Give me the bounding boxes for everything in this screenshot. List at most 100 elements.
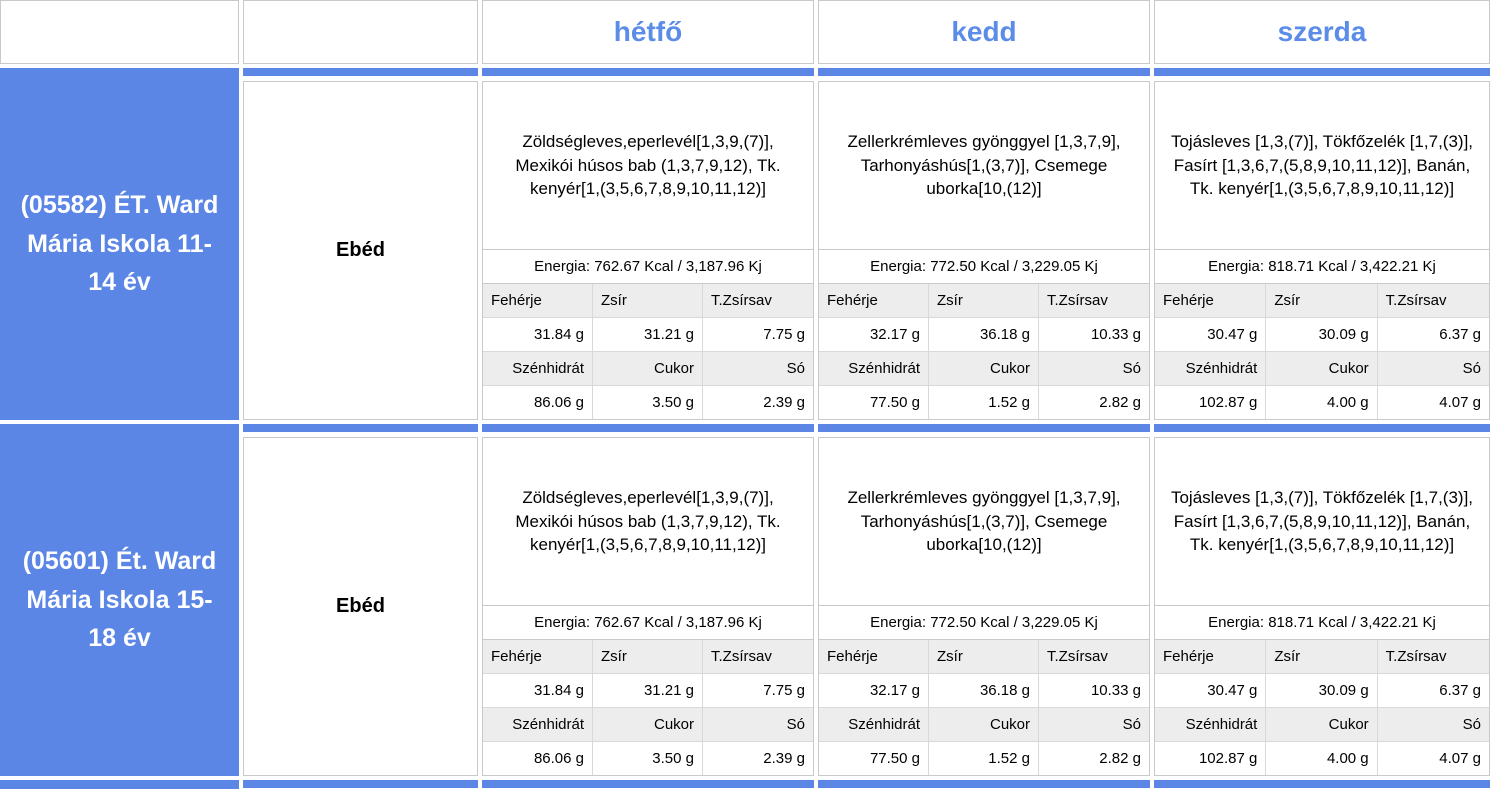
nutrition-value: 2.39 g xyxy=(703,742,813,775)
nutrition-header: T.Zsírsav xyxy=(1039,284,1149,318)
nutrition-header: T.Zsírsav xyxy=(703,640,813,674)
corner-cell-school xyxy=(0,0,239,64)
nutrition-value: 7.75 g xyxy=(703,318,813,352)
nutrition-header: Fehérje xyxy=(483,284,593,318)
nutrition-table: Fehérje Zsír T.Zsírsav 30.47 g 30.09 g 6… xyxy=(1155,640,1489,775)
nutrition-table: Fehérje Zsír T.Zsírsav 30.47 g 30.09 g 6… xyxy=(1155,284,1489,419)
energy-text: Energia: 818.71 Kcal / 3,422.21 Kj xyxy=(1155,605,1489,640)
nutrition-header: Cukor xyxy=(593,352,703,386)
nutrition-value: 31.21 g xyxy=(593,674,703,708)
nutrition-value: 102.87 g xyxy=(1155,386,1267,419)
nutrition-value: 6.37 g xyxy=(1377,674,1489,708)
school-name: (05601) Ét. Ward Mária Iskola 15-18 év xyxy=(0,424,239,776)
nutrition-header: T.Zsírsav xyxy=(703,284,813,318)
nutrition-header: Cukor xyxy=(929,708,1039,742)
day-cell-tuesday: Zellerkrémleves gyönggyel [1,3,7,9], Tar… xyxy=(818,424,1150,776)
accent-bar xyxy=(243,424,478,432)
nutrition-value: 30.47 g xyxy=(1155,318,1267,352)
accent-bar xyxy=(818,424,1150,432)
accent-bar xyxy=(1154,780,1490,788)
nutrition-value: 30.47 g xyxy=(1155,674,1267,708)
nutrition-value: 4.07 g xyxy=(1377,386,1489,419)
nutrition-header: Zsír xyxy=(593,284,703,318)
nutrition-value: 4.00 g xyxy=(1266,742,1378,775)
nutrition-value: 4.00 g xyxy=(1266,386,1378,419)
menu-text: Tojásleves [1,3,(7)], Tökfőzelék [1,7,(3… xyxy=(1170,132,1474,199)
nutrition-value: 77.50 g xyxy=(819,386,929,419)
accent-bar xyxy=(243,780,478,788)
nutrition-table: Fehérje Zsír T.Zsírsav 32.17 g 36.18 g 1… xyxy=(819,284,1149,419)
day-content: Zöldségleves,eperlevél[1,3,9,(7)], Mexik… xyxy=(482,81,814,420)
day-content: Zöldségleves,eperlevél[1,3,9,(7)], Mexik… xyxy=(482,437,814,776)
nutrition-header: Fehérje xyxy=(1155,640,1267,674)
day-content: Zellerkrémleves gyönggyel [1,3,7,9], Tar… xyxy=(818,437,1150,776)
school-row-partial xyxy=(0,780,1490,789)
nutrition-value: 2.82 g xyxy=(1039,742,1149,775)
day-content: Tojásleves [1,3,(7)], Tökfőzelék [1,7,(3… xyxy=(1154,81,1490,420)
school-name: (05582) ÉT. Ward Mária Iskola 11-14 év xyxy=(0,68,239,420)
menu-text: Zellerkrémleves gyönggyel [1,3,7,9], Tar… xyxy=(847,488,1121,555)
nutrition-header: Szénhidrát xyxy=(483,352,593,386)
meal-cell: Ebéd xyxy=(243,68,478,420)
day-header-tuesday: kedd xyxy=(818,0,1150,64)
accent-bar xyxy=(243,68,478,76)
nutrition-header: Szénhidrát xyxy=(819,352,929,386)
nutrition-header: Cukor xyxy=(1266,708,1378,742)
nutrition-value: 31.21 g xyxy=(593,318,703,352)
accent-bar xyxy=(482,68,814,76)
nutrition-value: 30.09 g xyxy=(1266,674,1378,708)
corner-cell-meal xyxy=(243,0,478,64)
energy-text: Energia: 762.67 Kcal / 3,187.96 Kj xyxy=(483,605,813,640)
menu-text: Zöldségleves,eperlevél[1,3,9,(7)], Mexik… xyxy=(515,132,781,199)
accent-bar xyxy=(482,424,814,432)
nutrition-header: T.Zsírsav xyxy=(1377,640,1489,674)
nutrition-header: Zsír xyxy=(929,640,1039,674)
nutrition-header: T.Zsírsav xyxy=(1039,640,1149,674)
nutrition-header: Fehérje xyxy=(819,284,929,318)
meal-cell-partial xyxy=(243,780,478,789)
nutrition-value: 1.52 g xyxy=(929,386,1039,419)
nutrition-value: 32.17 g xyxy=(819,674,929,708)
menu-text: Zöldségleves,eperlevél[1,3,9,(7)], Mexik… xyxy=(515,488,781,555)
nutrition-header: Szénhidrát xyxy=(1155,708,1267,742)
school-row-05582: (05582) ÉT. Ward Mária Iskola 11-14 év E… xyxy=(0,68,1490,420)
nutrition-header: Fehérje xyxy=(1155,284,1267,318)
nutrition-value: 6.37 g xyxy=(1377,318,1489,352)
meal-label: Ebéd xyxy=(243,81,478,420)
nutrition-value: 3.50 g xyxy=(593,742,703,775)
nutrition-value: 86.06 g xyxy=(483,386,593,419)
header-row: hétfő kedd szerda xyxy=(0,0,1490,64)
nutrition-value: 31.84 g xyxy=(483,674,593,708)
day-cell-monday: Zöldségleves,eperlevél[1,3,9,(7)], Mexik… xyxy=(482,68,814,420)
energy-text: Energia: 762.67 Kcal / 3,187.96 Kj xyxy=(483,249,813,284)
nutrition-header: Szénhidrát xyxy=(819,708,929,742)
energy-text: Energia: 818.71 Kcal / 3,422.21 Kj xyxy=(1155,249,1489,284)
nutrition-header: Só xyxy=(1039,708,1149,742)
meal-cell: Ebéd xyxy=(243,424,478,776)
accent-bar xyxy=(1154,68,1490,76)
nutrition-header: Zsír xyxy=(593,640,703,674)
nutrition-header: Cukor xyxy=(593,708,703,742)
nutrition-value: 2.39 g xyxy=(703,386,813,419)
nutrition-header: Szénhidrát xyxy=(1155,352,1267,386)
meal-label: Ebéd xyxy=(243,437,478,776)
accent-bar xyxy=(818,780,1150,788)
nutrition-value: 10.33 g xyxy=(1039,318,1149,352)
day-cell-monday: Zöldségleves,eperlevél[1,3,9,(7)], Mexik… xyxy=(482,424,814,776)
nutrition-value: 36.18 g xyxy=(929,318,1039,352)
nutrition-header: Só xyxy=(703,708,813,742)
nutrition-value: 3.50 g xyxy=(593,386,703,419)
day-cell-partial xyxy=(1154,780,1490,789)
menu-text: Zellerkrémleves gyönggyel [1,3,7,9], Tar… xyxy=(847,132,1121,199)
day-content: Zellerkrémleves gyönggyel [1,3,7,9], Tar… xyxy=(818,81,1150,420)
nutrition-value: 36.18 g xyxy=(929,674,1039,708)
school-row-05601: (05601) Ét. Ward Mária Iskola 15-18 év E… xyxy=(0,424,1490,776)
nutrition-header: Fehérje xyxy=(819,640,929,674)
day-cell-wednesday: Tojásleves [1,3,(7)], Tökfőzelék [1,7,(3… xyxy=(1154,68,1490,420)
nutrition-header: Zsír xyxy=(1266,284,1378,318)
day-content: Tojásleves [1,3,(7)], Tökfőzelék [1,7,(3… xyxy=(1154,437,1490,776)
menu-text: Tojásleves [1,3,(7)], Tökfőzelék [1,7,(3… xyxy=(1170,488,1474,555)
nutrition-header: Zsír xyxy=(1266,640,1378,674)
energy-text: Energia: 772.50 Kcal / 3,229.05 Kj xyxy=(819,605,1149,640)
day-header-wednesday: szerda xyxy=(1154,0,1490,64)
